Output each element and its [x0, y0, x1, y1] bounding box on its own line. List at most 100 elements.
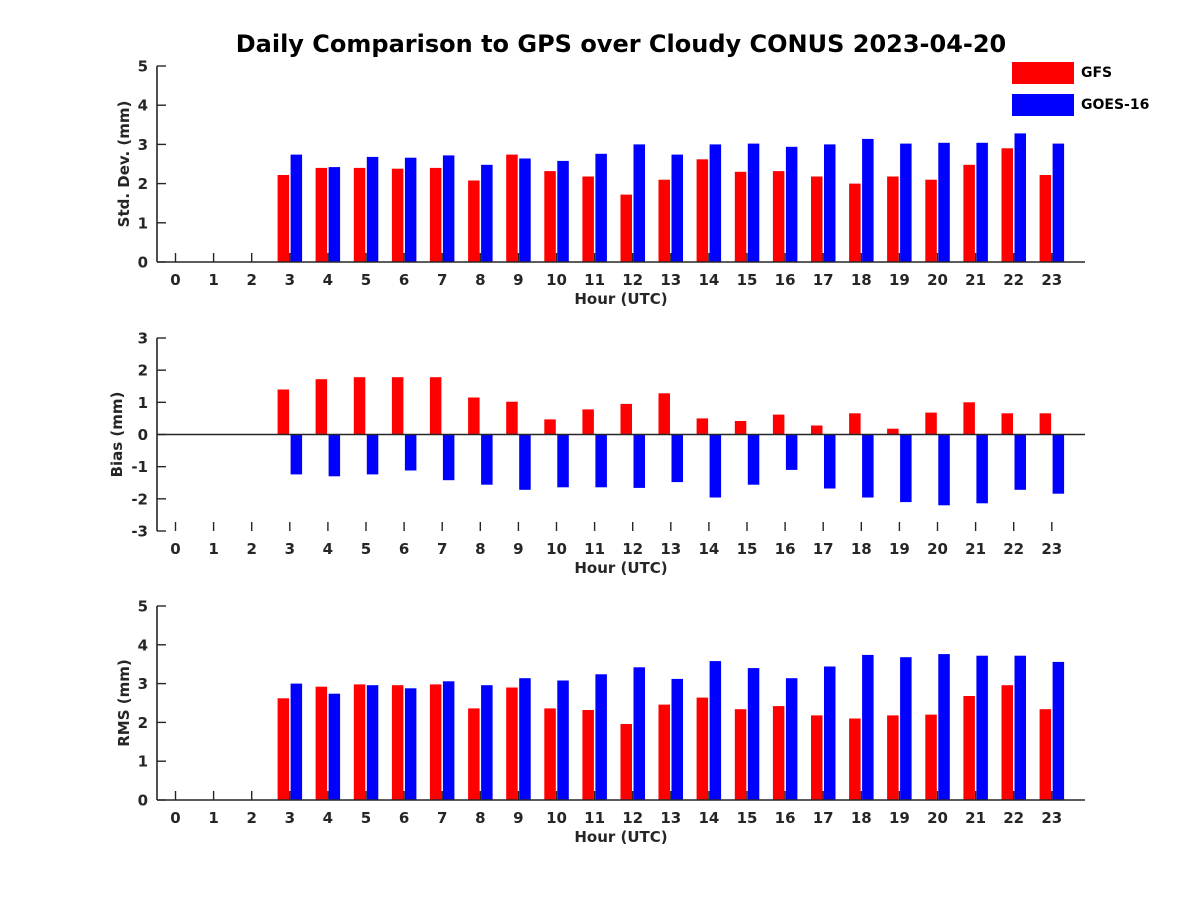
- bar-gfs-p3-h23: [1039, 709, 1052, 800]
- bar-goes16-p1-h3: [290, 154, 303, 262]
- y-tick-label-p2: -2: [131, 490, 148, 508]
- bar-gfs-p2-h3: [277, 389, 290, 435]
- bar-goes16-p1-h22: [1014, 133, 1026, 262]
- bar-goes16-p1-h16: [785, 146, 798, 262]
- x-tick-label-p2: 8: [475, 540, 485, 558]
- legend-item-goes16: GOES-16: [1012, 94, 1182, 116]
- bar-goes16-p3-h19: [900, 657, 912, 800]
- bar-gfs-p1-h17: [811, 176, 823, 262]
- bar-gfs-p1-h5: [353, 167, 366, 262]
- bar-goes16-p3-h7: [442, 681, 455, 800]
- x-tick-label-p3: 6: [399, 809, 409, 827]
- y-tick-label-p2: 1: [138, 394, 148, 412]
- y-tick-label-p3: 3: [138, 675, 148, 693]
- bar-goes16-p3-h18: [862, 654, 874, 800]
- bar-goes16-p3-h10: [557, 680, 569, 800]
- x-tick-label-p2: 7: [437, 540, 447, 558]
- y-tick-label-p1: 0: [138, 254, 148, 272]
- y-axis-label-p1: Std. Dev. (mm): [115, 101, 133, 228]
- bar-gfs-p1-h7: [429, 167, 442, 262]
- bar-gfs-p2-h17: [811, 425, 823, 435]
- x-tick-label-p3: 11: [584, 809, 605, 827]
- bar-goes16-p2-h9: [519, 434, 531, 490]
- legend-label-goes16: GOES-16: [1081, 97, 1150, 113]
- bar-gfs-p2-h19: [887, 428, 899, 435]
- bar-goes16-p1-h21: [976, 142, 988, 262]
- bar-goes16-p3-h15: [747, 668, 760, 800]
- x-tick-label-p2: 17: [813, 540, 834, 558]
- x-tick-label-p2: 9: [513, 540, 523, 558]
- bar-gfs-p2-h6: [391, 377, 404, 435]
- bar-goes16-p3-h4: [328, 693, 341, 800]
- x-tick-label-p3: 23: [1041, 809, 1062, 827]
- bar-gfs-p1-h21: [963, 164, 975, 262]
- bar-gfs-p2-h9: [506, 401, 518, 435]
- bar-gfs-p1-h22: [1001, 148, 1013, 262]
- bar-gfs-p1-h12: [620, 194, 632, 262]
- x-tick-label-p2: 10: [546, 540, 567, 558]
- x-tick-label-p1: 17: [813, 271, 834, 289]
- bar-goes16-p1-h13: [671, 154, 683, 262]
- x-tick-label-p2: 1: [208, 540, 218, 558]
- bar-goes16-p2-h4: [328, 434, 341, 477]
- x-tick-label-p2: 13: [660, 540, 681, 558]
- bar-gfs-p3-h8: [468, 708, 480, 800]
- x-tick-label-p3: 15: [737, 809, 758, 827]
- x-tick-label-p1: 0: [170, 271, 180, 289]
- bar-gfs-p2-h16: [772, 414, 785, 435]
- x-tick-label-p3: 16: [775, 809, 796, 827]
- x-tick-label-p2: 15: [737, 540, 758, 558]
- bar-goes16-p3-h5: [366, 685, 379, 800]
- x-tick-label-p1: 4: [323, 271, 333, 289]
- bar-goes16-p1-h8: [481, 164, 493, 262]
- bar-gfs-p2-h5: [353, 377, 366, 435]
- bar-gfs-p3-h6: [391, 685, 404, 800]
- bar-goes16-p3-h20: [938, 654, 950, 800]
- bar-gfs-p1-h20: [925, 179, 937, 262]
- bar-gfs-p1-h6: [391, 168, 404, 262]
- bar-gfs-p3-h13: [658, 704, 670, 800]
- x-tick-label-p2: 18: [851, 540, 872, 558]
- y-tick-label-p2: -1: [131, 458, 148, 476]
- bar-goes16-p2-h14: [709, 434, 722, 498]
- bar-goes16-p3-h17: [824, 666, 836, 800]
- x-tick-label-p1: 1: [208, 271, 218, 289]
- bar-goes16-p2-h7: [442, 434, 455, 481]
- bar-gfs-p2-h13: [658, 393, 670, 435]
- x-tick-label-p3: 1: [208, 809, 218, 827]
- x-tick-label-p3: 9: [513, 809, 523, 827]
- bar-gfs-p2-h11: [582, 409, 594, 435]
- x-tick-label-p1: 10: [546, 271, 567, 289]
- bar-goes16-p3-h13: [671, 678, 683, 800]
- bar-goes16-p2-h12: [633, 434, 645, 488]
- x-tick-label-p2: 0: [170, 540, 180, 558]
- x-tick-label-p3: 10: [546, 809, 567, 827]
- bar-gfs-p1-h23: [1039, 175, 1052, 262]
- x-tick-label-p2: 3: [285, 540, 295, 558]
- bar-goes16-p3-h9: [519, 678, 531, 800]
- x-tick-label-p2: 16: [775, 540, 796, 558]
- bar-goes16-p3-h12: [633, 667, 645, 800]
- x-tick-label-p2: 11: [584, 540, 605, 558]
- x-tick-label-p1: 21: [965, 271, 986, 289]
- bar-goes16-p2-h5: [366, 434, 379, 475]
- bar-gfs-p3-h15: [734, 709, 747, 800]
- bar-gfs-p1-h4: [315, 167, 328, 262]
- bar-gfs-p1-h10: [544, 171, 556, 262]
- bar-goes16-p3-h21: [976, 655, 988, 800]
- bar-goes16-p1-h9: [519, 158, 531, 262]
- legend-label-gfs: GFS: [1081, 65, 1113, 81]
- x-tick-label-p2: 5: [361, 540, 371, 558]
- x-tick-label-p3: 7: [437, 809, 447, 827]
- x-tick-label-p3: 18: [851, 809, 872, 827]
- x-tick-label-p1: 15: [737, 271, 758, 289]
- bar-goes16-p2-h22: [1014, 434, 1026, 490]
- bar-goes16-p2-h11: [595, 434, 607, 488]
- bar-goes16-p3-h3: [290, 683, 303, 800]
- bar-goes16-p3-h22: [1014, 655, 1026, 800]
- bar-gfs-p3-h11: [582, 710, 594, 800]
- bar-goes16-p2-h6: [404, 434, 417, 471]
- bar-goes16-p2-h16: [785, 434, 798, 470]
- x-tick-label-p3: 13: [660, 809, 681, 827]
